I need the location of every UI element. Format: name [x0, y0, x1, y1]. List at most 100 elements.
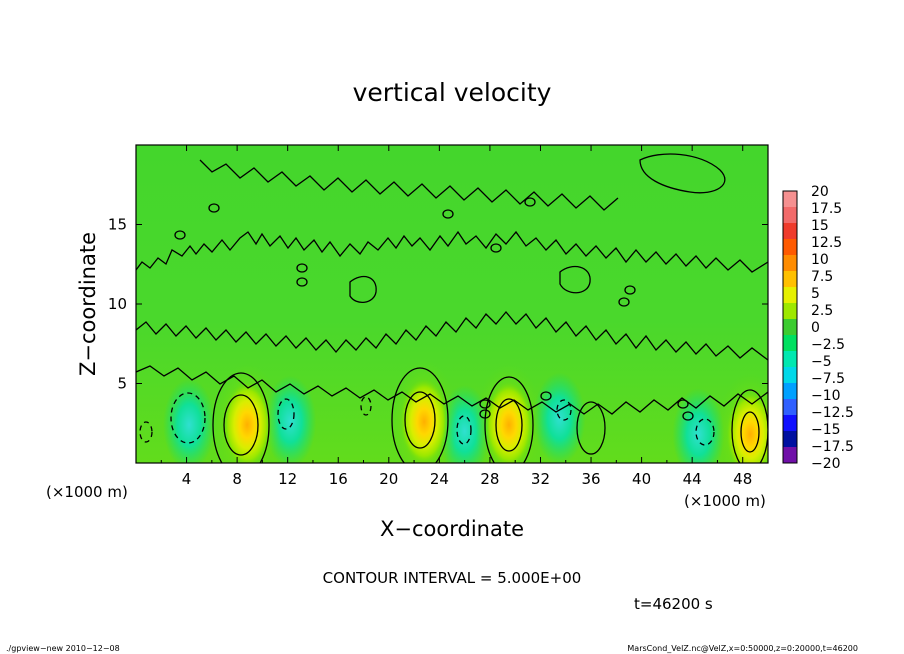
contour-line — [170, 392, 206, 444]
contour-line — [349, 275, 377, 303]
x-unit-left: (×1000 m) — [46, 483, 128, 501]
updraft-cell — [484, 381, 533, 463]
colorbar-swatch — [783, 351, 797, 368]
contour-line — [139, 421, 153, 443]
x-axis: 4 8 12 16 20 24 28 32 36 40 44 48 — [160, 145, 752, 488]
chart-title: vertical velocity — [353, 78, 552, 107]
colorbar-label: 15 — [811, 218, 829, 234]
contour-line — [624, 285, 636, 295]
colorbar-swatch — [783, 287, 797, 304]
colorbar-label: −20 — [811, 456, 841, 472]
contour-line — [740, 411, 760, 453]
contour-line — [479, 399, 491, 409]
contour-line — [208, 203, 220, 213]
x-tick-label: 16 — [329, 470, 348, 488]
x-tick-label: 8 — [232, 470, 242, 488]
colorbar-label: −17.5 — [811, 439, 854, 455]
colorbar-label: −10 — [811, 388, 841, 404]
contour-line — [296, 263, 308, 273]
colorbar-swatch — [783, 431, 797, 448]
colorbar-label: −5 — [811, 354, 832, 370]
x-tick-label: 24 — [430, 470, 449, 488]
y-axis-label: Z−coordinate — [76, 232, 100, 376]
x-tick-label: 32 — [531, 470, 550, 488]
colorbar-swatch — [783, 447, 797, 464]
colorbar: 2017.51512.5107.552.50−2.5−5−7.5−10−12.5… — [782, 184, 854, 472]
colorbar-label: 2.5 — [811, 303, 833, 319]
time-label: t=46200 s — [634, 595, 713, 613]
colorbar-swatch — [783, 399, 797, 416]
y-tick-label: 5 — [117, 375, 127, 393]
x-tick-label: 48 — [733, 470, 752, 488]
colorbar-label: −7.5 — [811, 371, 845, 387]
x-axis-label: X−coordinate — [380, 517, 524, 541]
contour-line — [618, 297, 630, 307]
x-tick-label: 36 — [581, 470, 600, 488]
colorbar-label: −2.5 — [811, 337, 845, 353]
updraft-cell — [400, 378, 449, 463]
colorbar-label: 20 — [811, 184, 829, 200]
colorbar-swatch — [783, 255, 797, 272]
y-axis: 5 10 15 — [108, 216, 768, 393]
contour-line — [559, 265, 591, 294]
contour-line — [677, 399, 689, 409]
colorbar-frame — [782, 190, 798, 464]
colorbar-label: −15 — [811, 422, 841, 438]
contour-line — [576, 401, 606, 455]
x-tick-label: 12 — [278, 470, 297, 488]
contour-line — [490, 243, 502, 253]
contour-line — [442, 209, 454, 219]
contour-line — [296, 277, 308, 287]
colorbar-swatch — [783, 239, 797, 256]
plot-area — [136, 145, 768, 463]
contour-line — [277, 398, 295, 430]
contour-line — [524, 197, 536, 207]
colorbar-label: 10 — [811, 252, 829, 268]
footer-left: ./gpview−new 2010−12−08 — [6, 644, 120, 653]
contour-line — [136, 230, 768, 273]
contour-lines — [136, 153, 768, 463]
x-tick-label: 20 — [379, 470, 398, 488]
colorbar-swatch — [783, 335, 797, 352]
contour-interval: CONTOUR INTERVAL = 5.000E+00 — [323, 569, 582, 587]
colorbar-swatch — [783, 383, 797, 400]
footer-right: MarsCond_VelZ.nc@VelZ,x=0:50000,z=0:2000… — [627, 644, 858, 653]
x-tick-label: 40 — [632, 470, 651, 488]
y-tick-label: 15 — [108, 216, 127, 234]
contour-line — [479, 409, 491, 419]
contour-line — [540, 391, 552, 401]
y-tick-label: 10 — [108, 295, 127, 313]
x-tick-label: 4 — [182, 470, 192, 488]
contour-line — [223, 394, 259, 456]
contour-line — [136, 365, 768, 415]
contour-line — [174, 230, 186, 240]
updraft-cell — [726, 391, 768, 463]
updraft-cell — [223, 381, 272, 463]
contour-line — [360, 396, 372, 416]
colorbar-swatch — [783, 415, 797, 432]
colorbar-label: −12.5 — [811, 405, 854, 421]
contour-line — [456, 415, 472, 445]
contour-line — [495, 398, 523, 452]
colorbar-label: 7.5 — [811, 269, 833, 285]
colorbar-swatch — [783, 207, 797, 224]
colorbar-swatch — [783, 223, 797, 240]
contour-line — [639, 153, 726, 194]
colorbar-label: 12.5 — [811, 235, 842, 251]
x-tick-label: 44 — [683, 470, 702, 488]
colorbar-swatch — [783, 319, 797, 336]
contour-line — [731, 389, 768, 463]
contour-line — [682, 411, 694, 421]
x-unit-right: (×1000 m) — [684, 492, 766, 510]
contour-line — [404, 391, 436, 449]
x-tick-label: 28 — [480, 470, 499, 488]
contour-line — [556, 399, 572, 421]
colorbar-swatch — [783, 191, 797, 208]
contour-line — [136, 310, 768, 361]
contour-line — [484, 376, 534, 463]
colorbar-swatch — [783, 367, 797, 384]
colorbar-label: 17.5 — [811, 201, 842, 217]
contour-line — [199, 159, 619, 211]
colorbar-swatch — [783, 271, 797, 288]
